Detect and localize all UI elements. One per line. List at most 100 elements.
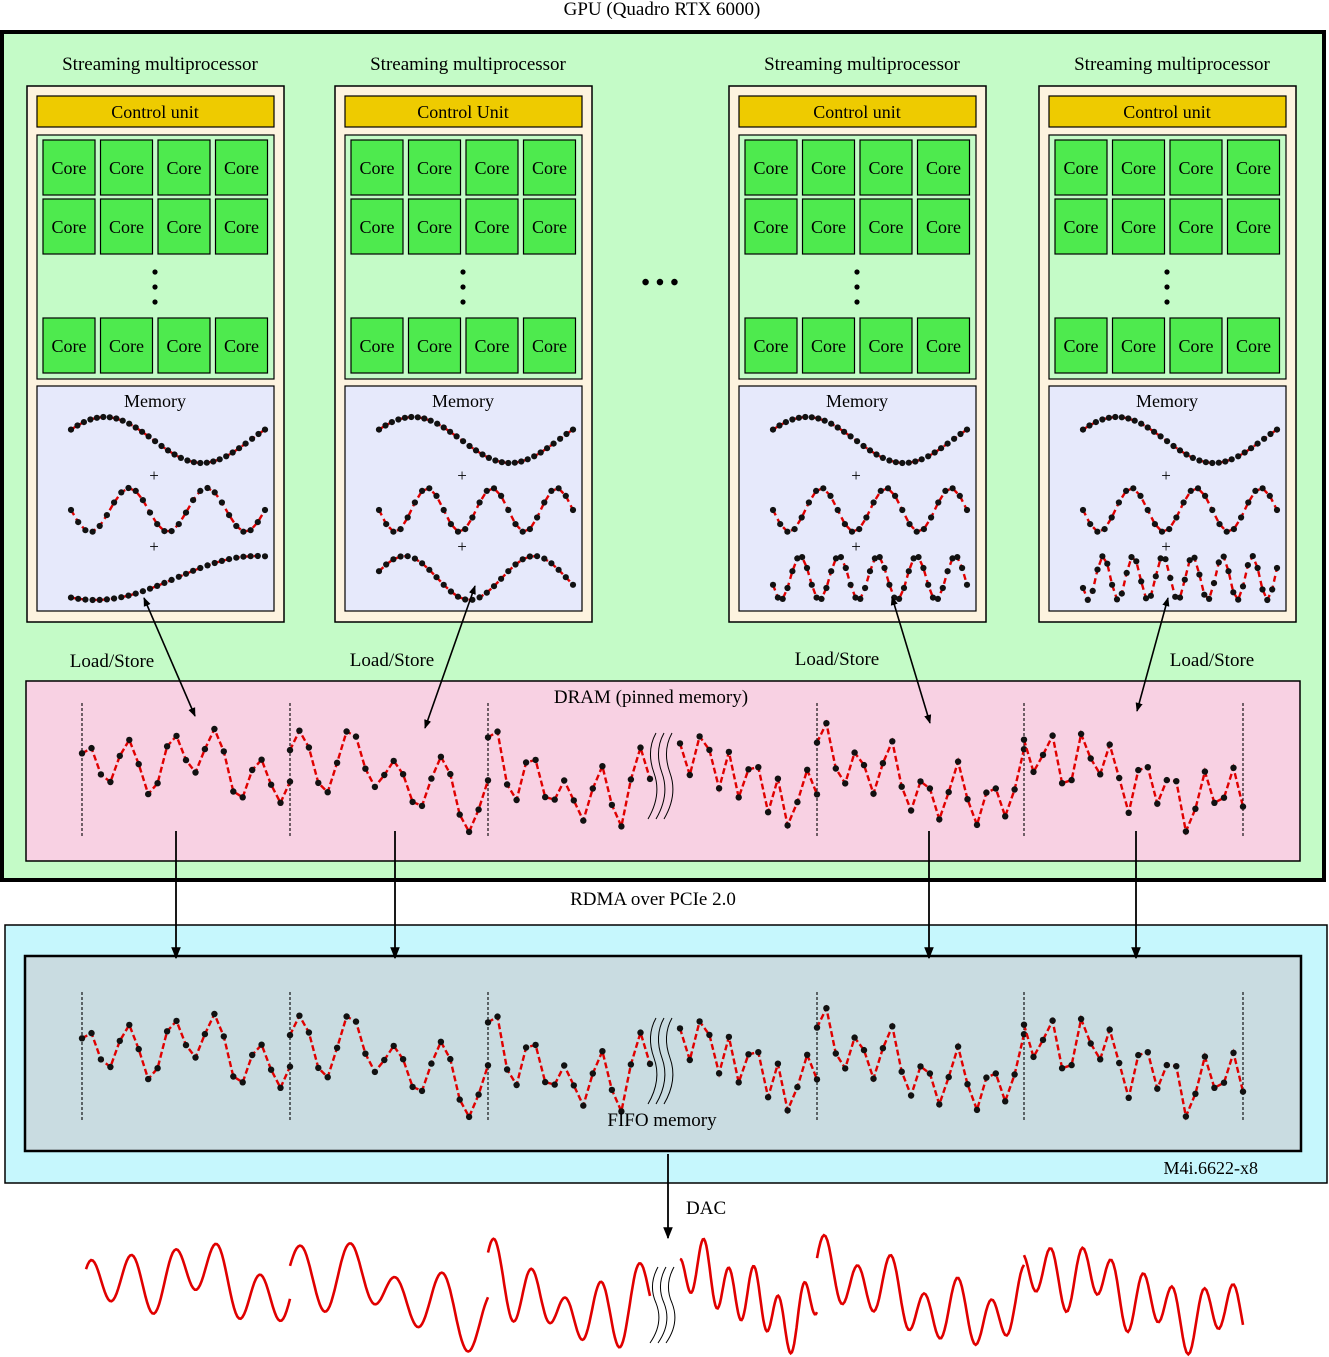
fifo-wave-segment-2-sample (362, 1050, 369, 1057)
control-unit-label: Control unit (111, 102, 199, 122)
memory-wave-2-sample (1187, 487, 1194, 494)
fifo-wave-segment-2-sample (484, 1062, 492, 1069)
dram-wave-segment-4-sample (774, 775, 782, 782)
memory-wave-3-sample (512, 561, 519, 568)
fifo-wave-segment-3-sample (580, 1102, 587, 1109)
rdma-label: RDMA over PCIe 2.0 (570, 889, 736, 910)
dram-wave-segment-1-sample (78, 750, 86, 757)
memory-wave-3-sample (862, 584, 869, 592)
core-label: Core (109, 158, 144, 178)
dram-wave-segment-5-sample (926, 785, 934, 792)
memory-wave-1-sample (1164, 438, 1171, 445)
core-label: Core (1179, 158, 1214, 178)
memory-wave-2-sample (226, 511, 233, 519)
memory-wave-3-sample (1186, 557, 1193, 564)
memory-wave-2-sample (798, 514, 805, 521)
vertical-ellipsis-dot (460, 269, 466, 275)
memory-wave-1-sample (223, 453, 230, 460)
fifo-wave-segment-1-sample (116, 1037, 124, 1045)
fifo-wave-segment-5-sample (898, 1068, 905, 1075)
fifo-wave-segment-2-sample (390, 1042, 397, 1050)
memory-wave-3-sample (89, 596, 96, 604)
memory-wave-3-sample (154, 582, 161, 590)
core (916, 317, 971, 374)
dram-wave-segment-1-sample (220, 748, 227, 755)
memory-wave-1-sample (1261, 435, 1268, 442)
memory-wave-2-sample (469, 514, 476, 521)
memory-wave-1-sample (158, 442, 165, 450)
dram-wave-segment-1-sample (267, 781, 275, 788)
memory-wave-1-sample (518, 458, 525, 465)
core-label: Core (224, 217, 259, 237)
fifo-wave-segment-1-sample (145, 1075, 152, 1083)
memory-wave-2-sample (476, 499, 483, 506)
memory-wave-2-sample (856, 526, 863, 533)
plus-sign: + (1161, 537, 1171, 556)
core (42, 317, 96, 374)
memory-wave-3-sample (103, 596, 110, 603)
memory-wave-2-sample (404, 514, 411, 521)
memory-wave-2-sample (1194, 485, 1202, 492)
core-label: Core (532, 336, 567, 356)
memory-wave-3-sample (1215, 559, 1222, 566)
memory-wave-2-sample (111, 499, 118, 506)
core (859, 198, 913, 255)
memory-wave-2-sample (154, 521, 161, 528)
memory-wave-1-sample (1105, 414, 1112, 421)
dram-wave-segment-5-sample (983, 789, 990, 796)
memory-wave-3-sample (799, 554, 806, 561)
dram-wave-segment-1-sample (145, 790, 152, 798)
memory-wave-3-sample (132, 590, 139, 597)
fifo-wave-segment-4-sample (813, 1076, 821, 1083)
memory-wave-3-sample (779, 595, 786, 603)
memory-wave-1-sample (544, 445, 551, 452)
core-label: Core (926, 336, 961, 356)
memory-wave-3-sample (1206, 595, 1213, 603)
memory-wave-2-sample (1108, 514, 1115, 521)
memory-wave-2-curve (69, 486, 267, 533)
memory-wave-3-sample (204, 562, 211, 569)
memory-wave-1-sample (1125, 415, 1132, 422)
dram-wave-segment-3-sample (646, 775, 654, 783)
memory-wave-3-sample (1244, 562, 1251, 569)
dram-wave-segment-6-sample (1173, 778, 1180, 785)
core (99, 317, 154, 374)
fifo-wave-segment-6-sample (1030, 1053, 1037, 1061)
memory-wave-1-sample (1189, 454, 1196, 461)
memory-wave-2-sample (233, 522, 240, 530)
fifo-wave-segment-2-sample (324, 1074, 331, 1081)
memory-wave-3-sample (526, 553, 534, 560)
memory-wave-1-sample (563, 430, 570, 438)
dram-wave-segment-4-sample (794, 798, 801, 806)
memory-wave-2-sample (375, 506, 383, 514)
memory-wave-3-sample (915, 554, 922, 561)
break-mark (649, 1266, 660, 1344)
control-unit (738, 95, 977, 128)
memory-wave-3-sample (808, 581, 815, 588)
core (99, 139, 154, 196)
memory-wave-2-sample (383, 521, 390, 528)
memory-wave-2-sample (103, 511, 110, 519)
memory-wave-1-sample (255, 430, 262, 438)
dram-wave-segment-1-sample (173, 732, 180, 740)
fifo-wave-segment-3-sample (484, 1019, 492, 1026)
vertical-ellipsis-dot (152, 284, 158, 290)
memory-wave-1-sample (776, 422, 783, 429)
core (1054, 198, 1108, 255)
memory-wave-1-sample (834, 424, 841, 431)
memory-wave-2-sample (841, 521, 849, 528)
break-mark (663, 732, 674, 820)
dram-wave-segment-3-sample (503, 781, 511, 788)
vertical-ellipsis-dot (1164, 284, 1170, 290)
memory-wave-1-sample (892, 459, 900, 466)
dram-wave-segment-1-sample (107, 778, 114, 786)
dram-wave-segment-5-sample (992, 785, 999, 792)
memory-wave-3-sample (1259, 586, 1266, 593)
break-mark (665, 1266, 676, 1344)
memory-wave-1-sample (152, 438, 159, 445)
dram-wave-segment-3-sample (608, 801, 616, 809)
break-mark (655, 732, 666, 820)
memory-wave-3-sample (139, 588, 146, 595)
fifo-wave-segment-5-sample (851, 1034, 858, 1041)
